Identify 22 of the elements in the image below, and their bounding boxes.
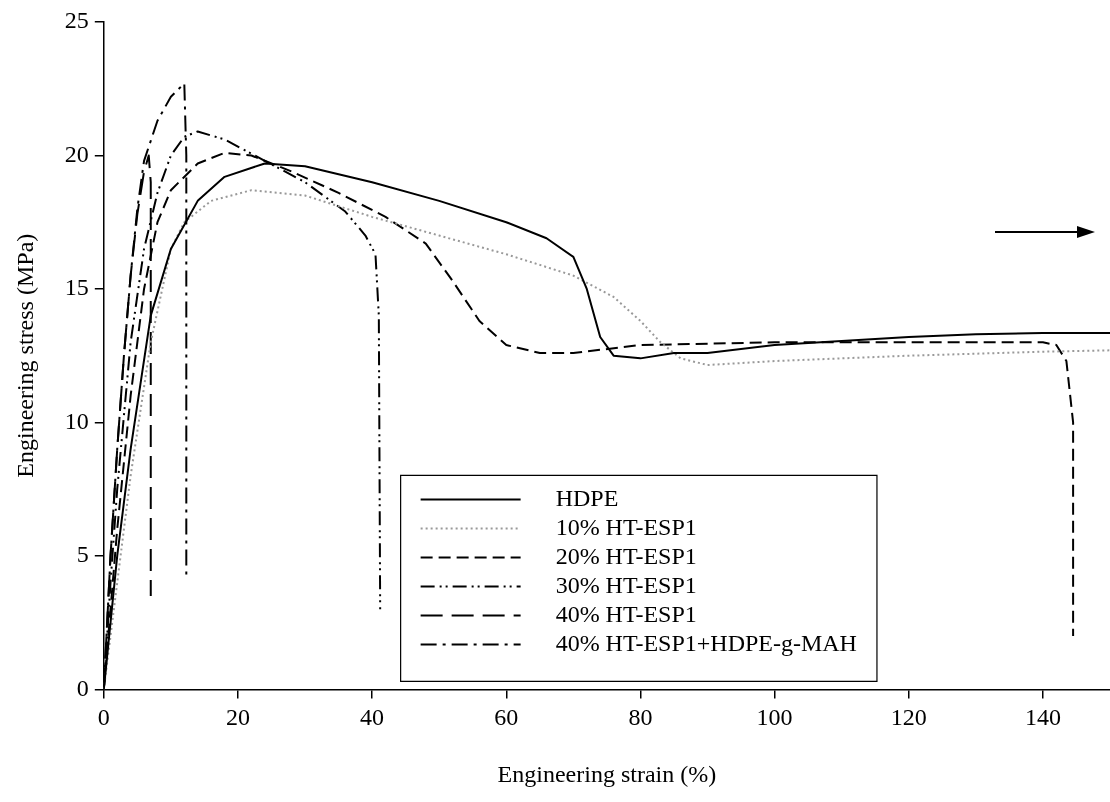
x-tick-label: 40 (360, 704, 385, 731)
legend-label: 40% HT-ESP1 (555, 600, 697, 627)
x-tick-label: 0 (97, 704, 110, 731)
x-tick-label: 140 (1024, 704, 1061, 731)
legend-label: HDPE (555, 484, 619, 511)
y-tick-label: 5 (76, 541, 89, 568)
legend-label: 10% HT-ESP1 (555, 513, 697, 540)
x-tick-label: 100 (756, 704, 793, 731)
y-tick-label: 25 (64, 7, 89, 34)
legend-label: 30% HT-ESP1 (555, 571, 697, 598)
x-axis-title: Engineering strain (%) (497, 760, 717, 787)
x-tick-label: 20 (225, 704, 250, 731)
x-tick-label: 60 (494, 704, 519, 731)
legend-label: 40% HT-ESP1+HDPE-g-MAH (555, 629, 857, 656)
y-axis-title: Engineering stress (MPa) (11, 233, 38, 478)
y-tick-label: 10 (64, 407, 89, 434)
x-tick-label: 120 (890, 704, 927, 731)
legend-label: 20% HT-ESP1 (555, 542, 697, 569)
y-tick-label: 0 (76, 674, 89, 701)
y-tick-label: 15 (64, 274, 89, 301)
y-tick-label: 20 (64, 140, 89, 167)
x-tick-label: 80 (628, 704, 653, 731)
